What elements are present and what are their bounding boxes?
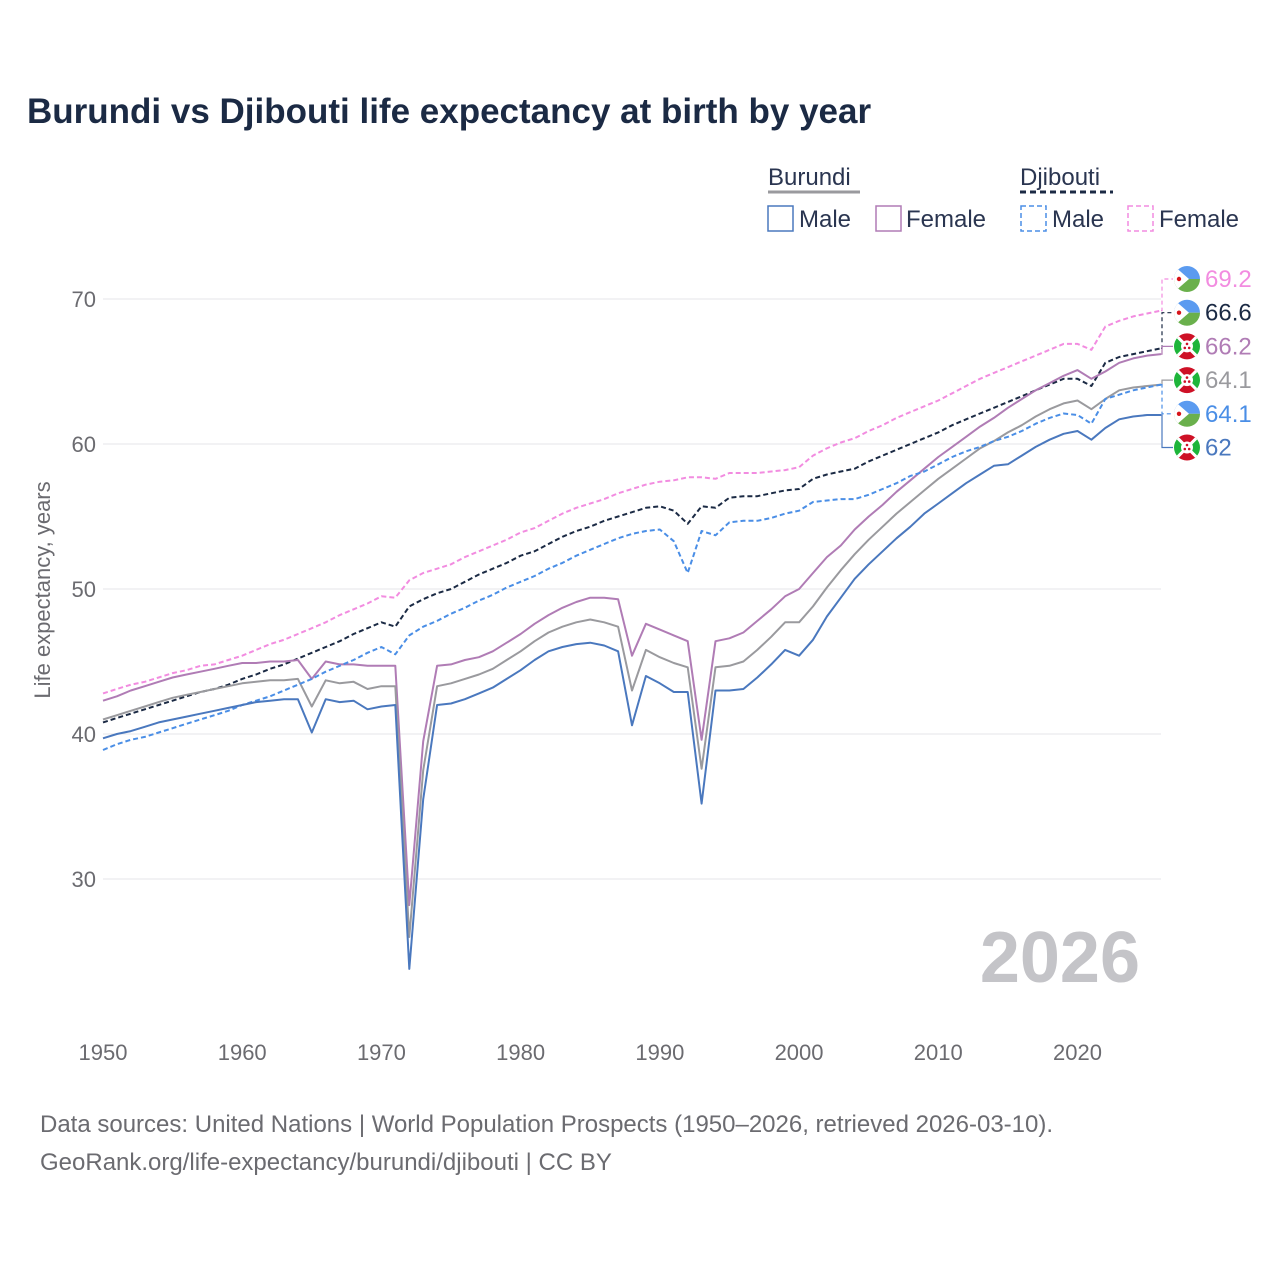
burundi-flag-icon	[1174, 367, 1200, 394]
series-line-burundi-male	[102, 414, 1161, 970]
x-tick-label: 1950	[79, 1040, 128, 1065]
y-tick-label: 70	[72, 287, 96, 312]
djibouti-flag-icon	[1174, 299, 1200, 326]
x-axis-ticks: 1950 1960 1970 1980 1990 2000 2010 2020	[79, 1040, 1102, 1065]
series-line-burundi-female	[102, 353, 1162, 907]
end-label-value: 66.2	[1205, 333, 1252, 360]
end-label-value: 69.2	[1205, 266, 1252, 293]
burundi-flag-icon	[1174, 333, 1200, 360]
y-tick-label: 30	[72, 867, 96, 892]
y-axis-ticks: 30 40 50 60 70	[72, 287, 96, 892]
y-tick-label: 60	[72, 432, 96, 457]
x-tick-label: 1960	[218, 1040, 267, 1065]
year-watermark: 2026	[980, 918, 1140, 998]
y-tick-label: 40	[72, 722, 96, 747]
legend-burundi-male-swatch	[767, 205, 794, 232]
x-tick-label: 2000	[775, 1040, 824, 1065]
end-label-value: 64.1	[1205, 367, 1252, 394]
source-note: Data sources: United Nations | World Pop…	[40, 1106, 1053, 1182]
series-line-djibouti-male	[102, 383, 1162, 751]
grid-lines	[103, 298, 1161, 880]
series-line-burundi-total	[102, 383, 1162, 938]
legend-group-burundi: Burundi	[768, 164, 851, 191]
legend-djibouti-female-swatch	[1127, 205, 1154, 232]
source-line-2: GeoRank.org/life-expectancy/burundi/djib…	[40, 1149, 612, 1176]
x-tick-label: 2010	[914, 1040, 963, 1065]
source-line-1: Data sources: United Nations | World Pop…	[40, 1111, 1054, 1138]
legend-djibouti-male-label: Male	[1052, 206, 1104, 233]
legend-djibouti-female-label: Female	[1159, 206, 1239, 233]
end-connector	[1161, 384, 1173, 415]
chart-title: Burundi vs Djibouti life expectancy at b…	[27, 92, 872, 131]
end-connector	[1161, 414, 1173, 449]
x-tick-label: 1970	[357, 1040, 406, 1065]
end-label-value: 64.1	[1205, 401, 1252, 428]
legend-burundi-female-swatch	[875, 205, 902, 232]
djibouti-flag-icon	[1174, 266, 1200, 292]
djibouti-flag-icon	[1174, 400, 1200, 427]
legend-burundi-female-label: Female	[906, 206, 986, 233]
y-axis-label: Life expectancy, years	[30, 481, 55, 698]
x-tick-label: 1980	[496, 1040, 545, 1065]
y-tick-label: 50	[72, 577, 96, 602]
series-line-djibouti-total	[102, 347, 1162, 724]
legend-group-djibouti: Djibouti	[1020, 164, 1100, 191]
legend-djibouti-male-swatch	[1020, 205, 1047, 232]
legend: Burundi Djibouti Male Female Male Female	[767, 164, 1239, 233]
burundi-flag-icon	[1174, 434, 1200, 461]
end-connector	[1161, 345, 1173, 355]
end-connector	[1161, 312, 1173, 349]
end-label-value: 66.6	[1205, 300, 1252, 327]
end-label-value: 62	[1205, 435, 1232, 462]
x-tick-label: 1990	[635, 1040, 684, 1065]
end-labels: 69.2 66.6 66.2 64.1 64.1 62	[1161, 266, 1252, 462]
line-chart: 30 40 50 60 70 1950 1960 1970 1980 1990 2000 2010 2…	[30, 164, 1252, 1065]
series-line-djibouti-female	[102, 309, 1162, 695]
end-connector	[1161, 278, 1173, 312]
x-tick-label: 2020	[1053, 1040, 1102, 1065]
end-connector	[1161, 379, 1173, 386]
legend-burundi-male-label: Male	[799, 206, 851, 233]
series-lines	[102, 309, 1162, 970]
